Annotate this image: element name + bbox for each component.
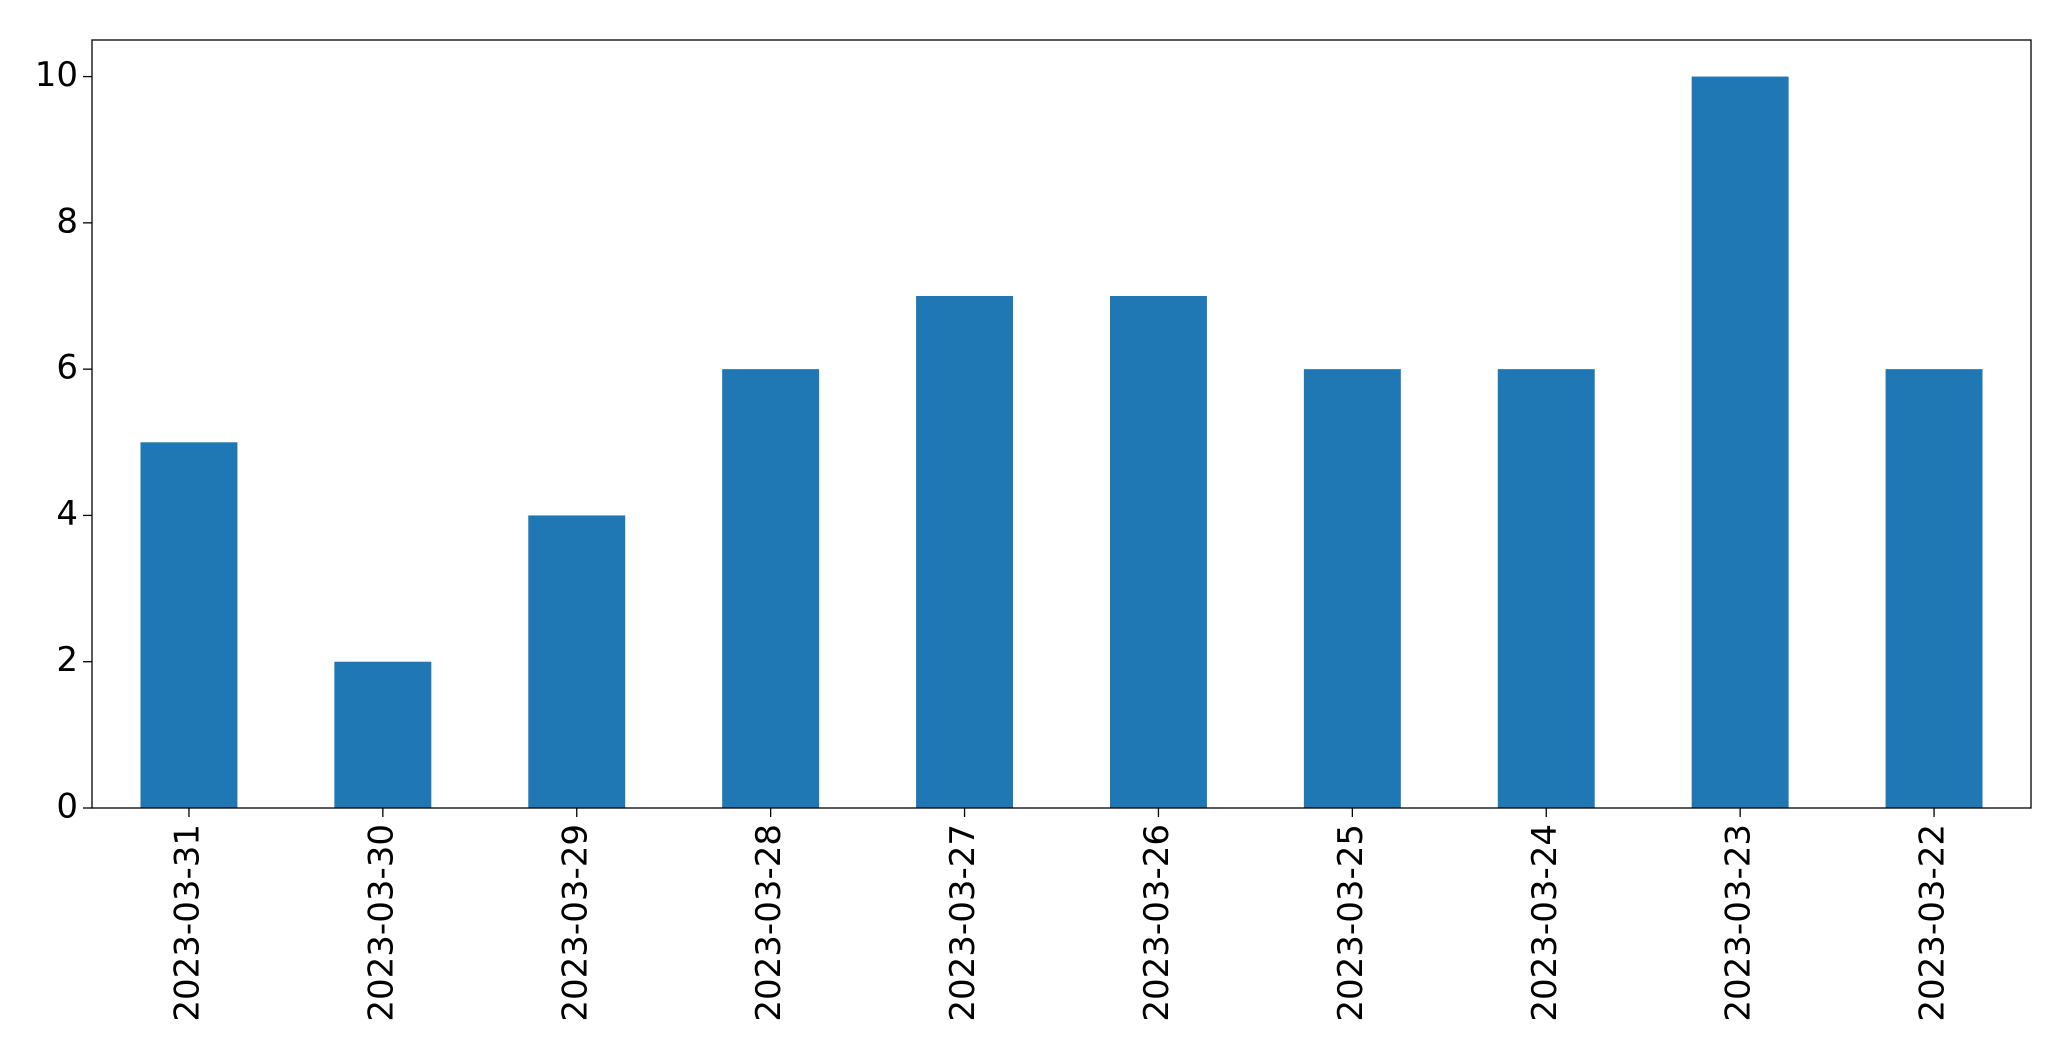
y-tick-label: 6 bbox=[56, 348, 78, 388]
x-tick-label: 2023-03-27 bbox=[943, 824, 983, 1022]
bar bbox=[916, 296, 1014, 808]
x-tick-label: 2023-03-29 bbox=[555, 824, 595, 1022]
x-tick-label: 2023-03-23 bbox=[1719, 824, 1759, 1022]
y-tick-label: 10 bbox=[35, 55, 78, 95]
x-tick-label: 2023-03-22 bbox=[1913, 824, 1953, 1022]
y-tick-label: 2 bbox=[56, 640, 78, 680]
bar bbox=[334, 661, 432, 808]
y-tick-label: 0 bbox=[56, 787, 78, 827]
bar bbox=[1303, 369, 1401, 808]
bar bbox=[722, 369, 820, 808]
bar bbox=[1691, 76, 1789, 809]
y-tick-label: 8 bbox=[56, 201, 78, 241]
bar bbox=[140, 442, 238, 808]
x-tick-label: 2023-03-30 bbox=[361, 824, 401, 1022]
x-tick-label: 2023-03-24 bbox=[1525, 824, 1565, 1022]
x-tick-label: 2023-03-26 bbox=[1137, 824, 1177, 1022]
x-tick-label: 2023-03-28 bbox=[749, 824, 789, 1022]
x-tick-label: 2023-03-25 bbox=[1331, 824, 1371, 1022]
y-tick-label: 4 bbox=[56, 494, 78, 534]
bar bbox=[528, 515, 626, 808]
bar bbox=[1885, 369, 1983, 808]
bar bbox=[1497, 369, 1595, 808]
bar bbox=[1109, 296, 1207, 808]
x-tick-label: 2023-03-31 bbox=[167, 824, 207, 1022]
plot-frame bbox=[91, 39, 2032, 809]
